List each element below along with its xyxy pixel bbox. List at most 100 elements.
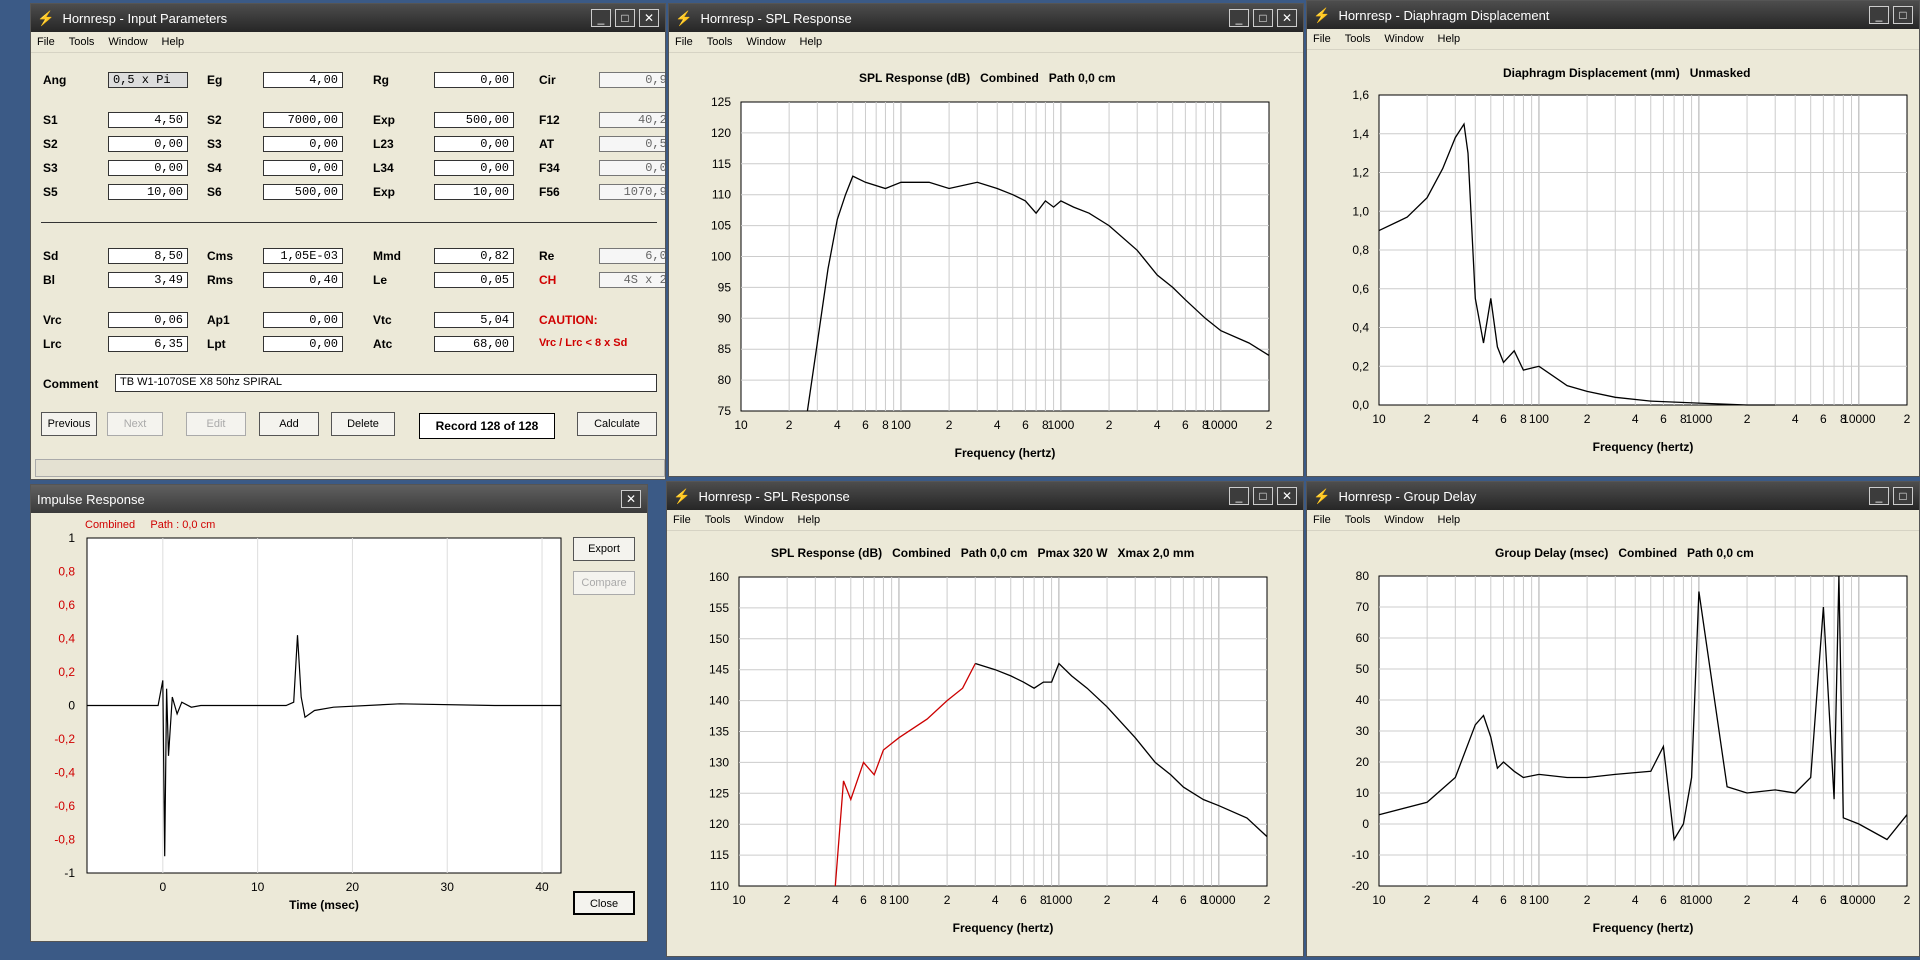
comment-field[interactable]: TB W1-1070SE X8 50hz SPIRAL — [115, 374, 657, 392]
series-line — [1378, 575, 1908, 842]
hornresp-bolt-icon: ⚡ — [1313, 487, 1331, 504]
close-icon[interactable]: ✕ — [639, 9, 659, 27]
param-value-field[interactable]: 8,50 — [108, 248, 188, 264]
menu-help[interactable]: Help — [797, 514, 821, 526]
param-value-field[interactable]: 0,00 — [263, 136, 343, 152]
menu-window[interactable]: Window — [1384, 514, 1424, 526]
spl-titlebar[interactable]: ⚡ Hornresp - SPL Response _ □ ✕ — [669, 4, 1303, 32]
param-value-field[interactable]: 0,06 — [108, 312, 188, 328]
menu-file[interactable]: File — [1313, 33, 1331, 45]
maximize-icon[interactable]: □ — [1253, 9, 1273, 27]
x-tick-label: 4 — [832, 893, 839, 907]
menu-tools[interactable]: Tools — [706, 36, 733, 48]
y-tick-label: 1,4 — [1352, 127, 1369, 141]
x-tick-label: 8 — [882, 418, 889, 432]
y-tick-label: -20 — [1352, 879, 1370, 893]
minimize-icon[interactable]: _ — [1869, 487, 1889, 505]
group-delay-titlebar[interactable]: ⚡ Hornresp - Group Delay _ □ — [1307, 482, 1919, 510]
param-label: AT — [539, 137, 555, 151]
param-value-field[interactable]: 0,00 — [434, 136, 514, 152]
y-tick-label: 105 — [711, 219, 731, 233]
input-parameters-titlebar[interactable]: ⚡ Hornresp - Input Parameters _ □ ✕ — [31, 4, 665, 32]
param-value-field[interactable]: 10,00 — [108, 184, 188, 200]
param-value-field[interactable]: 4,50 — [108, 112, 188, 128]
menu-help[interactable]: Help — [1437, 514, 1461, 526]
param-value-field[interactable]: 7000,00 — [263, 112, 343, 128]
menu-window[interactable]: Window — [1384, 33, 1424, 45]
param-value-field[interactable]: 0,00 — [108, 160, 188, 176]
menu-tools[interactable]: Tools — [1344, 33, 1371, 45]
impulse-titlebar[interactable]: Impulse Response ✕ — [31, 485, 647, 513]
spl2-titlebar[interactable]: ⚡ Hornresp - SPL Response _ □ ✕ — [667, 482, 1303, 510]
menu-file[interactable]: File — [673, 514, 691, 526]
param-value-field[interactable]: 0,82 — [434, 248, 514, 264]
close-icon[interactable]: ✕ — [1277, 9, 1297, 27]
param-value-field[interactable]: 0,05 — [434, 272, 514, 288]
x-tick-label: 6 — [860, 893, 867, 907]
param-value-field[interactable]: 0,00 — [108, 136, 188, 152]
menu-tools[interactable]: Tools — [704, 514, 731, 526]
displacement-titlebar[interactable]: ⚡ Hornresp - Diaphragm Displacement _ □ — [1307, 1, 1919, 29]
menu-help[interactable]: Help — [799, 36, 823, 48]
menu-help[interactable]: Help — [161, 36, 185, 48]
edit-button[interactable]: Edit — [186, 412, 246, 436]
maximize-icon[interactable]: □ — [1253, 487, 1273, 505]
maximize-icon[interactable]: □ — [1893, 6, 1913, 24]
param-label: Ap1 — [207, 313, 230, 327]
param-label: Vtc — [373, 313, 392, 327]
menu-tools[interactable]: Tools — [68, 36, 95, 48]
export-button[interactable]: Export — [573, 537, 635, 561]
param-value-field[interactable]: 68,00 — [434, 336, 514, 352]
window-title: Hornresp - SPL Response — [698, 488, 850, 504]
param-value-field[interactable]: 0,00 — [263, 336, 343, 352]
minimize-icon[interactable]: _ — [1869, 6, 1889, 24]
param-value-field[interactable]: 500,00 — [434, 112, 514, 128]
next-button[interactable]: Next — [107, 412, 163, 436]
menu-window[interactable]: Window — [744, 514, 784, 526]
x-tick-label: 1000 — [1046, 893, 1073, 907]
param-value-field[interactable]: 0,00 — [263, 312, 343, 328]
minimize-icon[interactable]: _ — [1229, 9, 1249, 27]
calculate-button[interactable]: Calculate — [577, 412, 657, 436]
param-label: S3 — [43, 161, 58, 175]
param-value-field[interactable]: 0,00 — [434, 72, 514, 88]
minimize-icon[interactable]: _ — [1229, 487, 1249, 505]
param-value-field[interactable]: 0,00 — [263, 160, 343, 176]
maximize-icon[interactable]: □ — [1893, 487, 1913, 505]
delete-button[interactable]: Delete — [331, 412, 395, 436]
close-icon[interactable]: ✕ — [621, 490, 641, 508]
x-axis-label: Frequency (hertz) — [953, 921, 1054, 935]
param-value-field[interactable]: 4,00 — [263, 72, 343, 88]
menu-window[interactable]: Window — [108, 36, 148, 48]
param-value-field[interactable]: 0,5 x Pi — [108, 72, 188, 88]
compare-button[interactable]: Compare — [573, 571, 635, 595]
close-button[interactable]: Close — [573, 891, 635, 915]
x-tick-label: 2 — [1266, 418, 1273, 432]
param-value-field[interactable]: 0,40 — [263, 272, 343, 288]
menu-file[interactable]: File — [675, 36, 693, 48]
add-button[interactable]: Add — [259, 412, 319, 436]
maximize-icon[interactable]: □ — [615, 9, 635, 27]
param-label: Atc — [373, 337, 393, 351]
menu-window[interactable]: Window — [746, 36, 786, 48]
param-value-field[interactable]: 1,05E-03 — [263, 248, 343, 264]
param-value-field[interactable]: 6,35 — [108, 336, 188, 352]
param-value-field[interactable]: 10,00 — [434, 184, 514, 200]
minimize-icon[interactable]: _ — [591, 9, 611, 27]
param-value-field[interactable]: 5,04 — [434, 312, 514, 328]
param-value-field[interactable]: 500,00 — [263, 184, 343, 200]
param-value-field[interactable]: 3,49 — [108, 272, 188, 288]
menu-help[interactable]: Help — [1437, 33, 1461, 45]
diaphragm-displacement-window: ⚡ Hornresp - Diaphragm Displacement _ □ … — [1306, 0, 1920, 477]
menu-tools[interactable]: Tools — [1344, 514, 1371, 526]
x-tick-label: 2 — [1904, 893, 1911, 907]
close-icon[interactable]: ✕ — [1277, 487, 1297, 505]
y-tick-label: 145 — [709, 663, 729, 677]
previous-button[interactable]: Previous — [41, 412, 97, 436]
menu-file[interactable]: File — [1313, 514, 1331, 526]
x-tick-label: 10 — [1372, 412, 1386, 426]
x-tick-label: 10000 — [1202, 893, 1236, 907]
param-value-field[interactable]: 0,00 — [434, 160, 514, 176]
menu-file[interactable]: File — [37, 36, 55, 48]
